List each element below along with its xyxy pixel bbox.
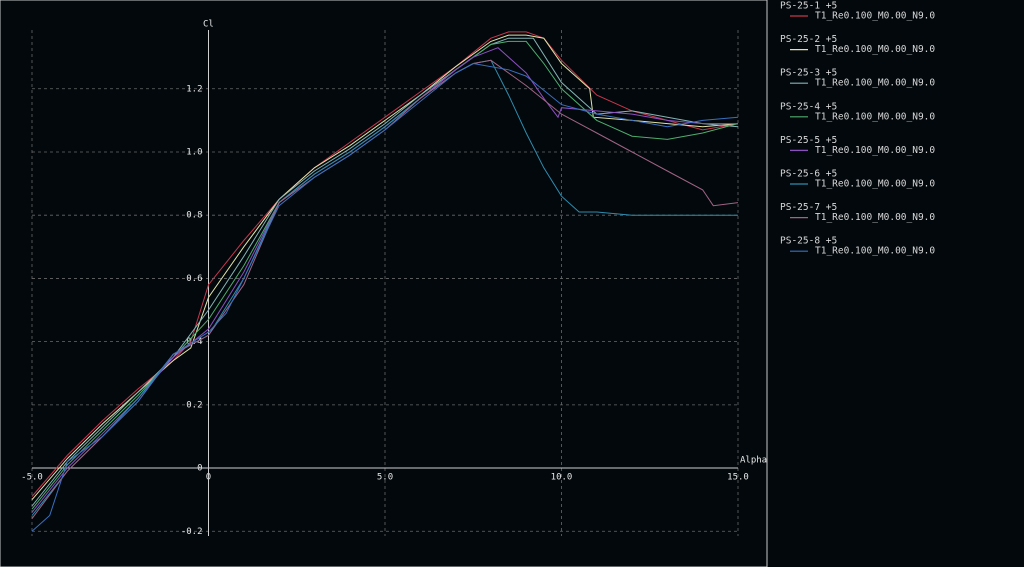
legend-polar: T1_Re0.100_M0.00_N9.0: [815, 111, 935, 122]
legend-name: PS-25-1 +5: [780, 1, 837, 12]
x-tick-label: 15.0: [727, 473, 749, 483]
y-tick-label: 1.2: [186, 84, 202, 94]
y-tick-label: -0.2: [181, 527, 203, 537]
legend-polar: T1_Re0.100_M0.00_N9.0: [815, 246, 935, 257]
x-tick-label: -5.0: [21, 473, 43, 483]
y-tick-label: 0.6: [186, 274, 202, 284]
series-line: [31, 47, 738, 513]
legend-name: PS-25-3 +5: [780, 68, 837, 79]
legend-polar: T1_Re0.100_M0.00_N9.0: [815, 44, 935, 55]
y-tick-label: 0.4: [186, 337, 202, 347]
legend-polar: T1_Re0.100_M0.00_N9.0: [815, 11, 935, 22]
series-line: [31, 62, 739, 532]
y-tick-label: 1.0: [186, 147, 202, 157]
legend-name: PS-25-7 +5: [780, 202, 837, 213]
legend-name: PS-25-6 +5: [780, 169, 837, 180]
legend-polar: T1_Re0.100_M0.00_N9.0: [815, 212, 935, 223]
legend-name: PS-25-8 +5: [780, 236, 837, 247]
y-axis-label: Cl: [203, 20, 214, 30]
legend-polar: T1_Re0.100_M0.00_N9.0: [815, 145, 935, 156]
y-tick-label: 0.2: [186, 400, 202, 410]
legend-polar: T1_Re0.100_M0.00_N9.0: [815, 179, 935, 190]
x-tick-label: 10.0: [551, 473, 573, 483]
y-tick-label: 0.8: [186, 211, 202, 221]
plot-panel: [0, 0, 768, 567]
legend-name: PS-25-4 +5: [780, 101, 837, 112]
x-tick-label: 5.0: [377, 473, 393, 483]
x-axis-label: Alpha: [740, 456, 767, 466]
legend-name: PS-25-2 +5: [780, 34, 837, 45]
legend-polar: T1_Re0.100_M0.00_N9.0: [815, 78, 935, 89]
legend-name: PS-25-5 +5: [780, 135, 837, 146]
